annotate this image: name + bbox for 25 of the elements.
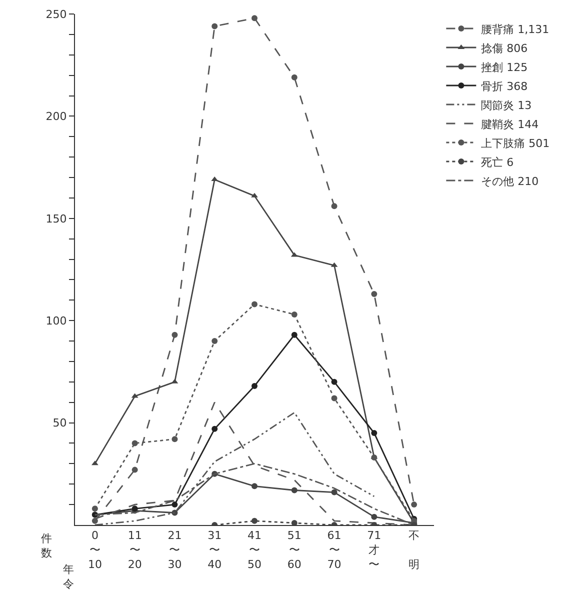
legend-label: 挫創 125 xyxy=(481,60,528,74)
x-tick-label: 21〜30 xyxy=(168,529,182,571)
legend-label: 腱鞘炎 144 xyxy=(481,118,539,131)
y-tick-label: 150 xyxy=(46,212,67,226)
legend-label: 関節炎 13 xyxy=(481,98,532,112)
x-tick-label: 0〜10 xyxy=(88,529,102,571)
legend-label: 骨折 368 xyxy=(481,80,528,93)
y-tick-label: 50 xyxy=(52,416,67,430)
y-tick-label: 250 xyxy=(46,8,67,21)
legend-label: その他 210 xyxy=(481,174,539,188)
legend-label: 腰背痛 1,131 xyxy=(481,22,550,36)
text: 年令 xyxy=(63,563,74,590)
x-tick-label: 11〜20 xyxy=(128,529,142,571)
x-tick-label: 41〜50 xyxy=(248,529,262,571)
y-tick-label: 100 xyxy=(46,314,67,328)
x-tick-label: 31〜40 xyxy=(208,529,222,571)
x-tick-label: 71才〜 xyxy=(367,529,382,571)
x-tick-label: 61〜70 xyxy=(327,529,342,571)
y-tick-label: 200 xyxy=(46,110,67,124)
x-tick-label: 51〜60 xyxy=(287,529,302,571)
category-label: 不明 xyxy=(408,529,420,571)
legend-label: 死亡 6 xyxy=(481,156,514,169)
text: 件数 xyxy=(41,532,52,560)
legend-label: 捻傷 806 xyxy=(481,42,528,55)
legend-label: 上下肢痛 501 xyxy=(481,136,550,150)
